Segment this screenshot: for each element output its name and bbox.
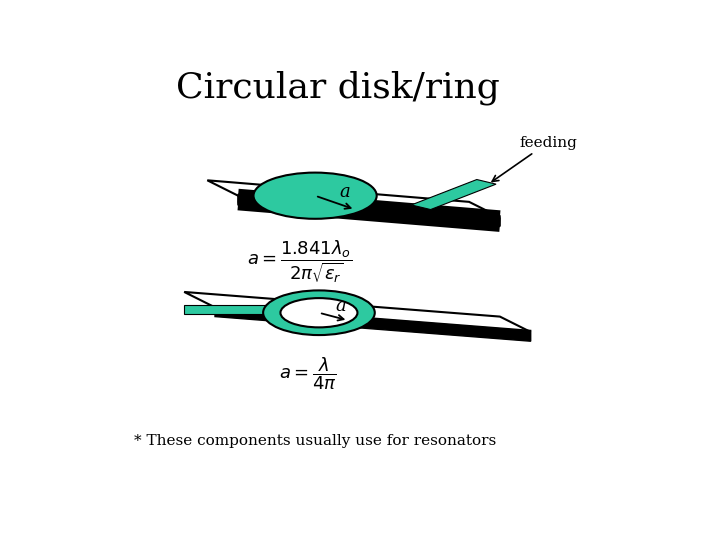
Polygon shape — [238, 195, 500, 226]
Polygon shape — [238, 194, 500, 226]
Text: a: a — [336, 297, 346, 315]
Text: a: a — [340, 183, 351, 201]
Ellipse shape — [253, 173, 377, 219]
Polygon shape — [184, 305, 269, 314]
Polygon shape — [184, 292, 531, 332]
Ellipse shape — [263, 291, 375, 335]
Text: * These components usually use for resonators: * These components usually use for reson… — [134, 434, 496, 448]
Polygon shape — [207, 180, 500, 217]
Text: Circular disk/ring: Circular disk/ring — [176, 71, 500, 105]
Text: $a = \dfrac{1.841\lambda_o}{2\pi\sqrt{\varepsilon_r}}$: $a = \dfrac{1.841\lambda_o}{2\pi\sqrt{\v… — [247, 238, 352, 285]
Polygon shape — [215, 306, 531, 341]
Polygon shape — [411, 179, 496, 210]
Text: $a = \dfrac{\lambda}{4\pi}$: $a = \dfrac{\lambda}{4\pi}$ — [279, 355, 336, 391]
Ellipse shape — [281, 298, 357, 327]
Text: feeding: feeding — [492, 136, 577, 181]
